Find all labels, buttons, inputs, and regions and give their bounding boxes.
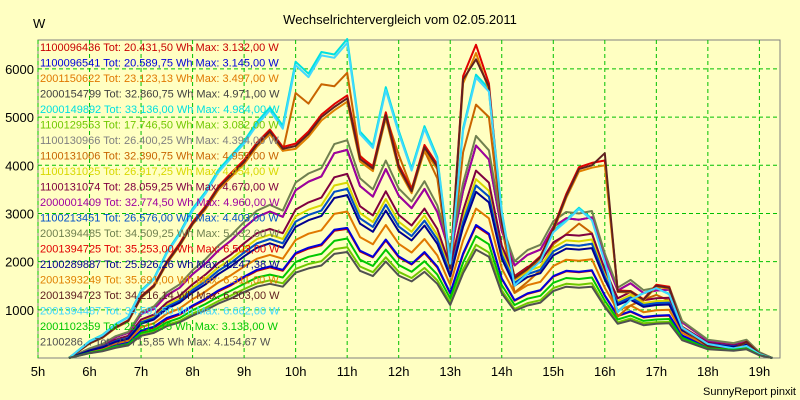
legend-entry-2001394723: 2001394723 Tot: 34.216,14 Wh Max: 6.203,… <box>40 290 280 302</box>
series-line-2001394487 <box>68 41 773 359</box>
legend-entry-2001393249: 2001393249 Tot: 35.691,00 Wh Max: 6.311,… <box>40 275 279 287</box>
legend-entry-1100131025: 1100131025 Tot: 26.917,25 Wh Max: 4.454,… <box>40 166 279 178</box>
legend-entry-1100213451: 1100213451 Tot: 26.576,00 Wh Max: 4.403,… <box>40 213 279 225</box>
chart-title: Wechselrichtervergleich vom 02.05.2011 <box>283 12 517 27</box>
y-tick-label: 2000 <box>5 255 34 270</box>
y-axis-ticks: 1000 2000 3000 4000 5000 6000 <box>5 62 34 318</box>
series-line-1100213451 <box>68 184 773 359</box>
series-line-2001394485 <box>68 134 773 359</box>
legend-entry-2100289887: 2100289887 Tot: 25.926,26 Wh Max: 4.247,… <box>40 259 280 271</box>
legend-entry-1100129553: 1100129553 Tot: 17.746,50 Wh Max: 3.082,… <box>40 120 279 132</box>
legend-entry-2001102359: 2001102359 Tot: 25.511,75 Wh Max: 3.138,… <box>40 321 279 333</box>
legend-entry-2001150622: 2001150622 Tot: 23.123,13 Wh Max: 3.497,… <box>40 73 279 85</box>
y-tick-label: 6000 <box>5 62 34 77</box>
legend-entry-1100130966: 1100130966 Tot: 26.400,25 Wh Max: 4.394,… <box>40 135 279 147</box>
series-line-2000001409 <box>68 144 773 359</box>
y-tick-label: 1000 <box>5 303 34 318</box>
series-line-1100096541 <box>68 224 773 359</box>
x-tick-label: 10h <box>285 364 307 379</box>
y-axis-label: W <box>33 16 46 31</box>
legend-entry-2001394485: 2001394485 Tot: 34.509,25 Wh Max: 5.432,… <box>40 228 280 240</box>
legend-entry-2000154799: 2000154799 Tot: 32.860,75 Wh Max: 4.971,… <box>40 89 280 101</box>
legend-entry-1100096436: 1100096436 Tot: 20.431,50 Wh Max: 3.132,… <box>40 42 279 54</box>
footer-credit: SunnyReport pinxit <box>703 386 796 398</box>
series-line-2001102359 <box>68 235 773 359</box>
legend-entry-1100131074: 1100131074 Tot: 28.059,25 Wh Max: 4.670,… <box>40 182 279 194</box>
legend-entry-2000001409: 2000001409 Tot: 32.774,50 Wh Max: 4.960,… <box>40 197 280 209</box>
x-tick-label: 8h <box>185 364 199 379</box>
legend-entry-2000149892: 2000149892 Tot: 33.136,00 Wh Max: 4.984,… <box>40 104 280 116</box>
legend-entry-2001394725: 2001394725 Tot: 35.253,00 Wh Max: 6.503,… <box>40 244 280 256</box>
x-tick-label: 14h <box>491 364 513 379</box>
x-tick-label: 16h <box>594 364 616 379</box>
y-tick-label: 4000 <box>5 158 34 173</box>
x-tick-label: 5h <box>31 364 45 379</box>
x-tick-label: 18h <box>697 364 719 379</box>
legend-entry-2100286: 2100286... Tot: 21.715,85 Wh Max: 4.154,… <box>40 337 271 349</box>
x-tick-label: 13h <box>439 364 461 379</box>
x-tick-label: 15h <box>542 364 564 379</box>
y-tick-label: 5000 <box>5 110 34 125</box>
series-line-1100129553 <box>68 243 773 359</box>
series-line-2100286 <box>68 248 773 359</box>
series-lines <box>68 38 773 359</box>
legend-entry-1100096541: 1100096541 Tot: 20.589,75 Wh Max: 3.145,… <box>40 58 279 70</box>
legend-entry-1100131006: 1100131006 Tot: 32.390,75 Wh Max: 4.959,… <box>40 151 279 163</box>
x-tick-label: 11h <box>337 364 358 379</box>
y-tick-label: 3000 <box>5 206 34 221</box>
series-line-2001150622 <box>68 207 773 359</box>
series-line-2001394723 <box>68 58 773 359</box>
x-tick-label: 9h <box>237 364 251 379</box>
x-tick-label: 6h <box>82 364 96 379</box>
legend: 1100096436 Tot: 20.431,50 Wh Max: 3.132,… <box>40 42 280 349</box>
legend-entry-2001394487: 2001394487 Tot: 34.591,50 Wh Max: 6.662,… <box>40 306 280 318</box>
x-tick-label: 19h <box>749 364 771 379</box>
x-tick-label: 17h <box>645 364 667 379</box>
series-line-2100289887 <box>68 190 773 359</box>
x-tick-label: 12h <box>388 364 410 379</box>
x-axis-ticks: 5h 6h 7h 8h 9h 10h 11h 12h 13h 14h 15h 16h 17h 18h 19h <box>31 364 770 379</box>
x-tick-label: 7h <box>134 364 148 379</box>
